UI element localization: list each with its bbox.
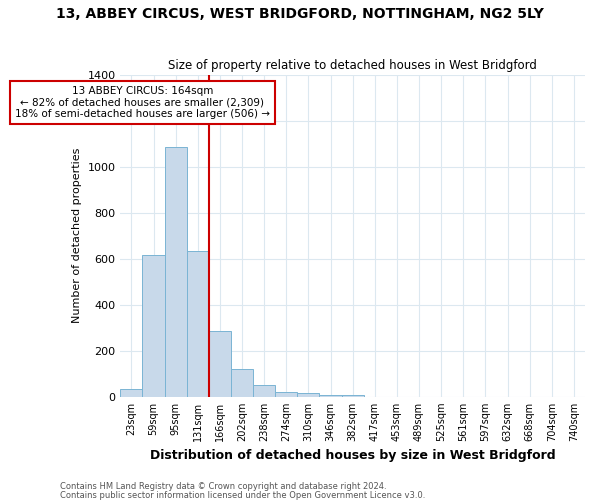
Bar — [319, 394, 341, 397]
Bar — [231, 369, 253, 397]
Text: 13 ABBEY CIRCUS: 164sqm
← 82% of detached houses are smaller (2,309)
18% of semi: 13 ABBEY CIRCUS: 164sqm ← 82% of detache… — [15, 86, 270, 120]
Bar — [142, 255, 164, 397]
Bar — [253, 386, 275, 397]
Bar — [209, 331, 231, 397]
Bar — [187, 250, 209, 397]
Bar — [298, 394, 319, 397]
X-axis label: Distribution of detached houses by size in West Bridgford: Distribution of detached houses by size … — [150, 450, 556, 462]
Bar — [164, 147, 187, 397]
Text: 13, ABBEY CIRCUS, WEST BRIDGFORD, NOTTINGHAM, NG2 5LY: 13, ABBEY CIRCUS, WEST BRIDGFORD, NOTTIN… — [56, 8, 544, 22]
Title: Size of property relative to detached houses in West Bridgford: Size of property relative to detached ho… — [168, 59, 537, 72]
Text: Contains HM Land Registry data © Crown copyright and database right 2024.: Contains HM Land Registry data © Crown c… — [60, 482, 386, 491]
Y-axis label: Number of detached properties: Number of detached properties — [72, 148, 82, 324]
Bar — [121, 388, 142, 397]
Bar — [275, 392, 298, 397]
Text: Contains public sector information licensed under the Open Government Licence v3: Contains public sector information licen… — [60, 490, 425, 500]
Bar — [341, 394, 364, 397]
